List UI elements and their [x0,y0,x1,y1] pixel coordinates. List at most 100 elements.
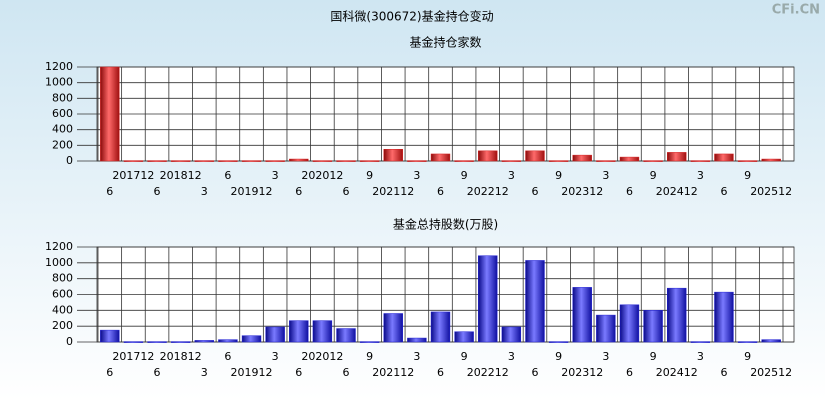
x-tick-label: 9 [650,350,657,363]
bar [170,341,191,343]
bar [596,314,616,343]
x-tick-label: 202012 [301,169,343,182]
x-tick-label: 6 [106,185,113,198]
x-tick-label: 9 [650,169,657,182]
bar [690,160,711,162]
x-tick-label: 6 [154,185,161,198]
bar [572,287,592,343]
x-tick-label: 202212 [467,185,509,198]
x-tick-label: 202312 [561,185,603,198]
x-tick-label: 3 [697,350,704,363]
x-tick-label: 202512 [750,366,792,379]
x-tick-label: 9 [744,169,751,182]
bar [359,341,380,343]
x-tick-label: 3 [508,350,515,363]
bar [336,160,356,162]
x-tick-label: 201712 [112,350,154,363]
x-tick-label: 202212 [467,366,509,379]
bar [430,311,451,343]
x-tick-label: 6 [626,366,633,379]
bar [289,158,309,162]
chart-title: 基金持仓家数 [409,35,481,50]
bar [525,260,545,343]
x-tick-label: 202312 [561,366,603,379]
bar [572,154,592,162]
x-tick-label: 202112 [372,366,414,379]
x-tick-label: 6 [343,366,350,379]
bar [548,160,569,162]
y-tick-label: 200 [52,138,73,151]
x-tick-label: 201812 [160,350,202,363]
x-tick-label: 6 [531,185,538,198]
x-tick-label: 9 [555,350,562,363]
x-tick-label: 3 [602,169,609,182]
bar [737,341,758,343]
x-tick-label: 6 [224,350,231,363]
x-tick-label: 201712 [112,169,154,182]
bar [147,160,167,162]
bar [123,160,144,162]
x-tick-label: 9 [366,350,373,363]
bar [100,66,120,162]
x-tick-label: 202412 [656,185,698,198]
x-tick-label: 9 [461,350,468,363]
bar [100,329,120,343]
x-tick-label: 3 [201,185,208,198]
bar [383,149,403,162]
y-tick-label: 800 [52,272,73,285]
y-tick-label: 600 [52,107,73,120]
bar [218,160,238,162]
x-tick-label: 3 [272,169,279,182]
x-tick-label: 6 [720,185,727,198]
x-tick-label: 6 [224,169,231,182]
bar [761,158,781,162]
bar [312,320,333,343]
x-tick-label: 201912 [231,366,273,379]
x-tick-label: 3 [697,169,704,182]
bar [407,160,427,162]
bar [643,160,663,162]
bar [241,160,262,162]
x-tick-label: 6 [437,185,444,198]
bar [336,328,356,343]
bar [312,160,333,162]
bar [643,310,663,343]
x-tick-label: 3 [602,350,609,363]
bar [454,331,474,343]
bar [714,153,734,162]
bar [194,160,214,162]
bar [289,320,309,343]
bar [265,326,285,343]
x-tick-label: 6 [154,366,161,379]
bar [359,160,380,162]
x-tick-label: 202012 [301,350,343,363]
bar [714,291,734,343]
y-tick-label: 600 [52,288,73,301]
bar [147,341,167,343]
chart-title: 基金总持股数(万股) [393,217,498,232]
x-tick-label: 3 [508,169,515,182]
x-tick-label: 3 [413,350,420,363]
bar [667,152,687,162]
x-tick-label: 202112 [372,185,414,198]
y-tick-label: 400 [52,123,73,136]
x-tick-label: 6 [106,366,113,379]
bar [194,340,214,343]
main-title: 国科微(300672)基金持仓变动 [330,9,493,24]
bar [596,160,616,162]
bar [218,339,238,343]
bar [454,160,474,162]
x-tick-label: 9 [461,169,468,182]
x-tick-label: 6 [626,185,633,198]
watermark: CFi.CN [772,3,820,18]
bar [478,150,498,162]
x-tick-label: 9 [366,169,373,182]
bar [478,255,498,343]
bar [619,156,640,162]
bar [761,339,781,343]
x-tick-label: 202512 [750,185,792,198]
y-tick-label: 1200 [45,60,73,73]
x-tick-label: 9 [555,169,562,182]
x-tick-label: 3 [201,366,208,379]
